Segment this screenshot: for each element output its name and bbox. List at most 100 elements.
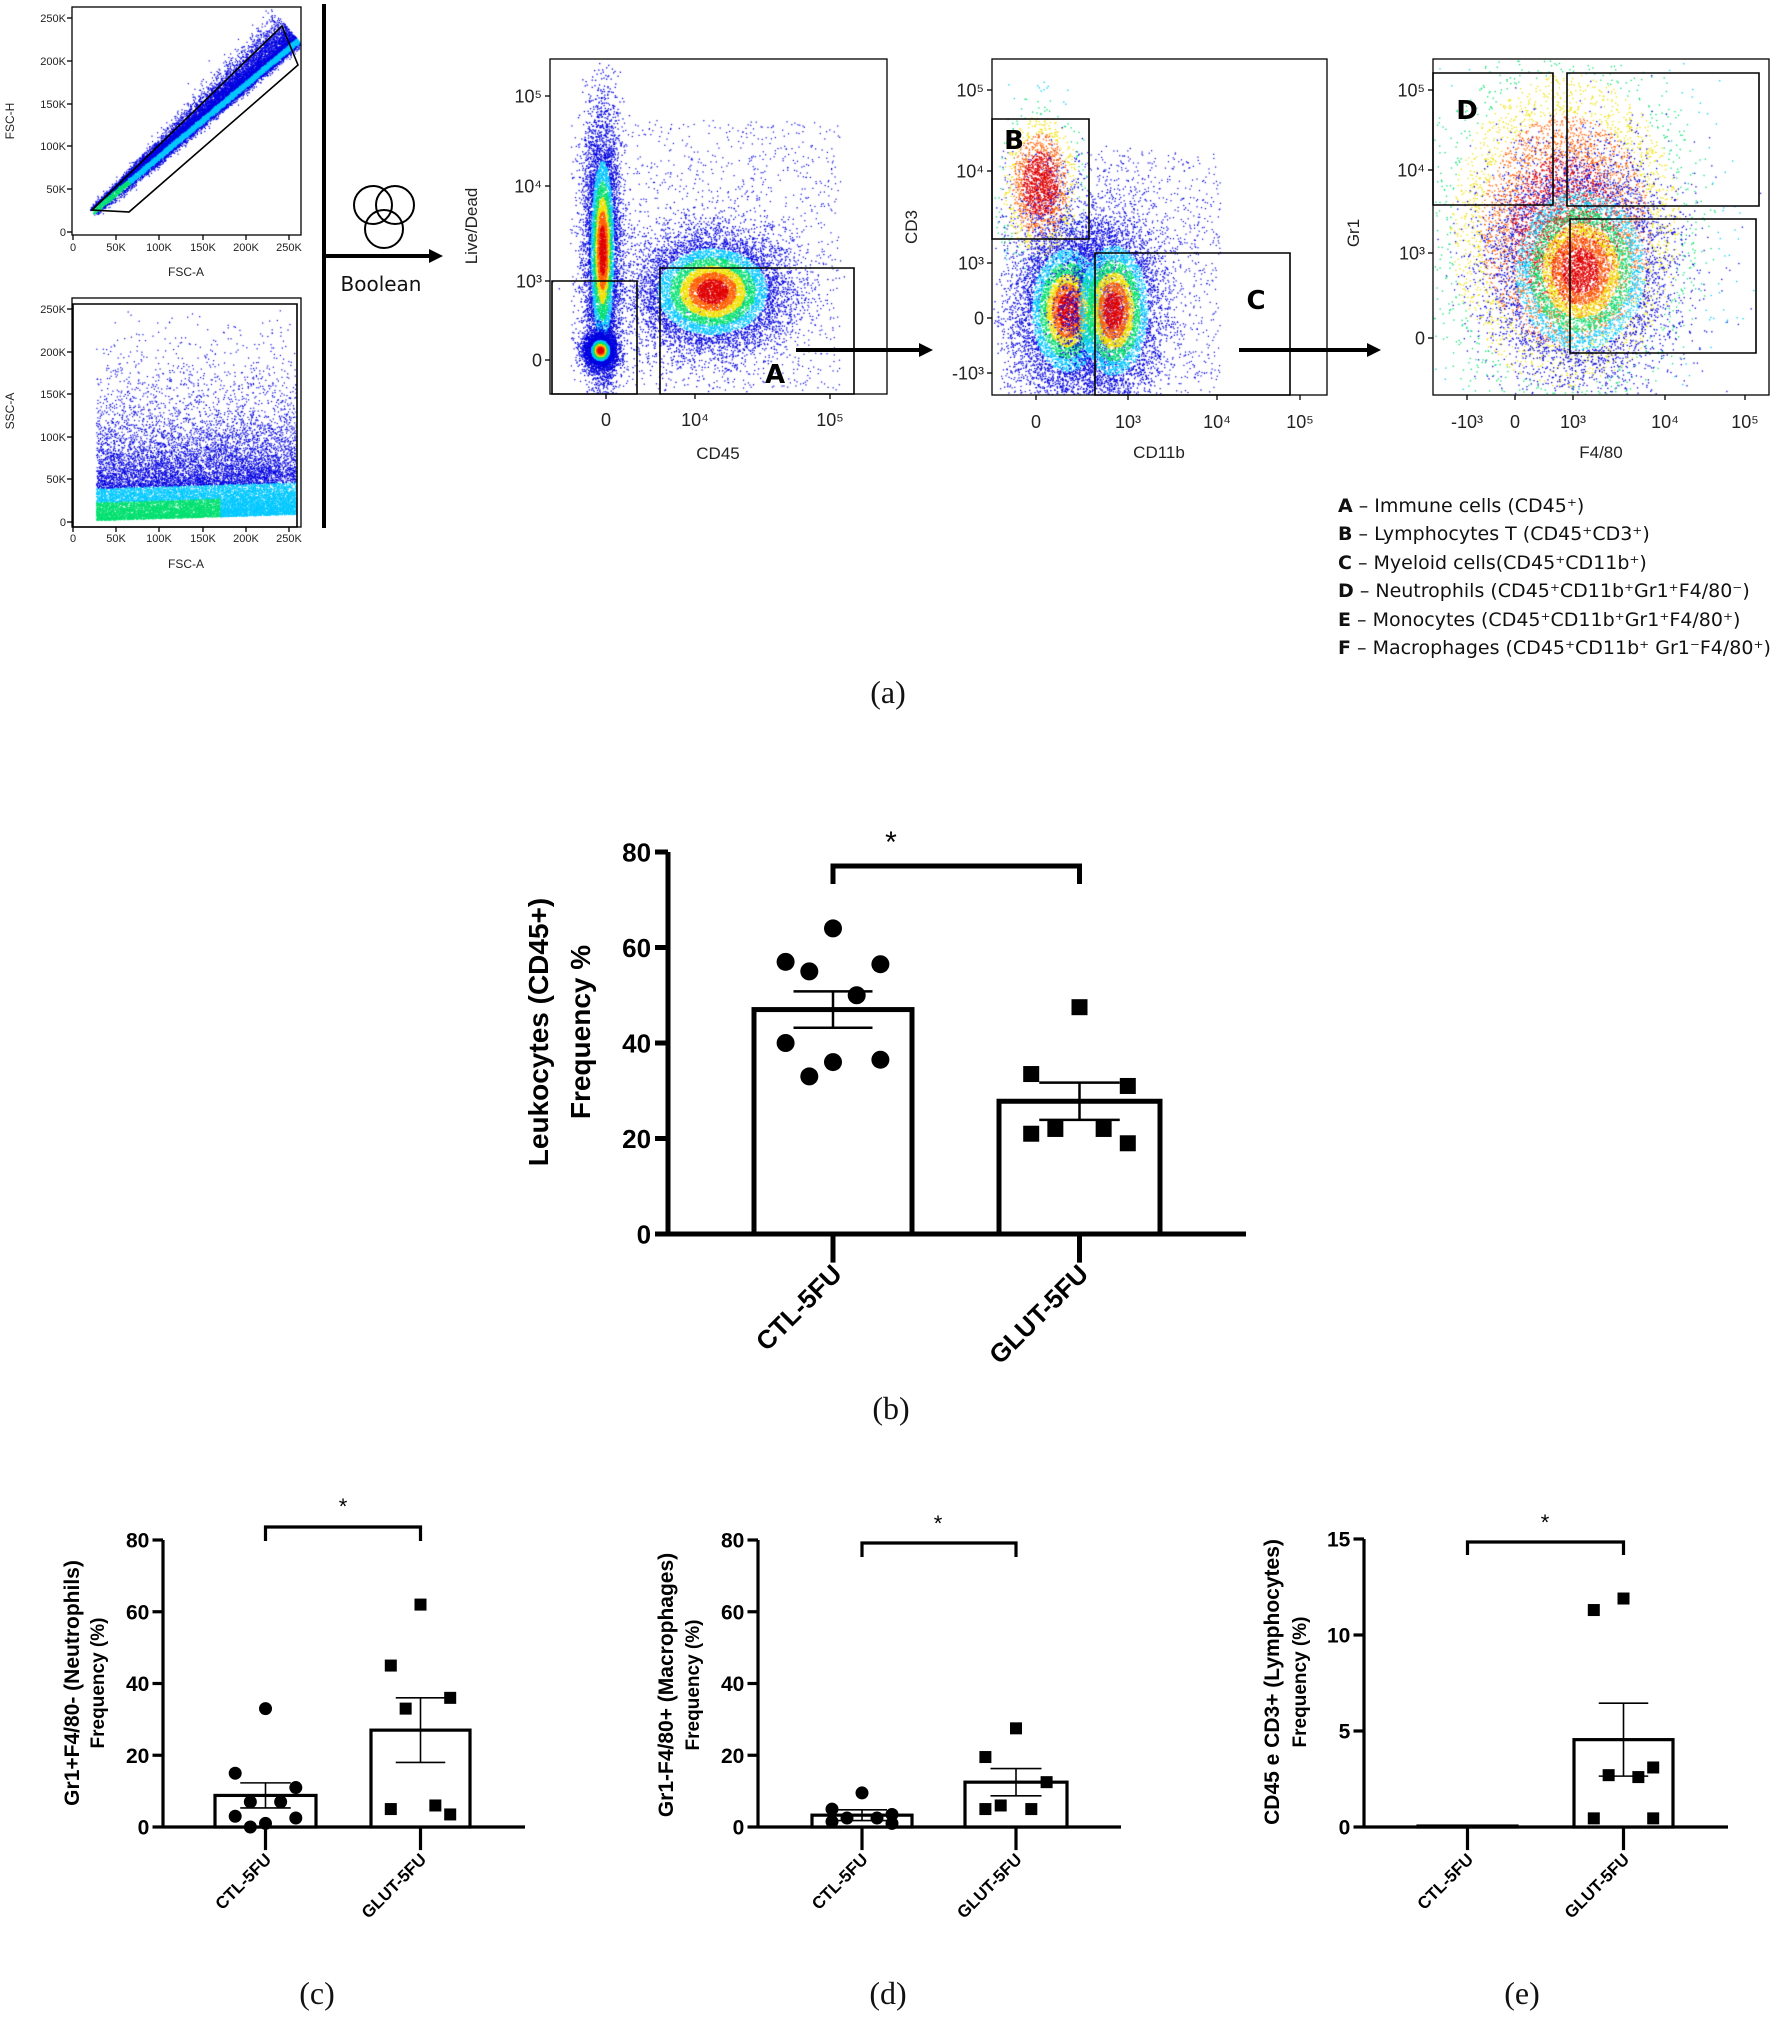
- y-tick-label-gr1: 0: [1415, 328, 1425, 348]
- y-axis-title-c: Gr1+F4/80- (Neutrophils): [61, 1560, 84, 1806]
- data-point-e: [1617, 1592, 1630, 1605]
- x-tick-label-fsc: 150K: [190, 242, 216, 254]
- y-tick-label-cd45: 10⁴: [514, 176, 542, 196]
- data-point-c: [399, 1702, 412, 1715]
- category-label-e: CTL-5FU: [1414, 1850, 1478, 1914]
- data-point-b: [776, 952, 795, 971]
- legend-item: B – Lymphocytes T (CD45⁺CD3⁺): [1338, 520, 1771, 548]
- y-tick-label-fsc: 50K: [46, 184, 66, 196]
- data-point-d: [1025, 1803, 1038, 1816]
- bar-b-GLUT-5FU: [996, 1098, 1163, 1237]
- y-axis-subtitle-b: Frequency %: [565, 945, 596, 1119]
- y-tick-label-c: 80: [126, 1530, 149, 1553]
- gate-D: [1432, 72, 1554, 206]
- y-tick-label-fsc: 250K: [40, 13, 66, 25]
- y-axis-subtitle-c: Frequency (%): [88, 1618, 109, 1749]
- data-point-e: [1632, 1771, 1645, 1784]
- y-axis-label-cd11b: CD3: [902, 210, 921, 244]
- gate-label-C: C: [1246, 286, 1265, 316]
- data-point-d: [885, 1816, 899, 1830]
- y-tick-label-gr1: 10³: [1399, 243, 1425, 263]
- x-axis-label-ssc: FSC-A: [168, 557, 204, 571]
- x-tick-label-fsc: 200K: [233, 242, 259, 254]
- data-point-c: [384, 1803, 397, 1816]
- significance-star-e: *: [1541, 1510, 1550, 1535]
- data-point-e: [1647, 1761, 1660, 1774]
- data-point-c: [274, 1795, 288, 1809]
- x-axis-label-cd11b: CD11b: [1133, 443, 1185, 462]
- x-tick-label-cd45: 0: [601, 410, 611, 430]
- x-tick-label-fsc: 0: [70, 242, 76, 254]
- y-tick-label-c: 0: [138, 1817, 150, 1840]
- significance-star-b: *: [885, 826, 897, 859]
- legend-text: – Neutrophils (CD45⁺CD11b⁺Gr1⁺F4/80⁻): [1359, 580, 1750, 603]
- y-tick-label-ssc: 150K: [40, 389, 66, 401]
- venn-three-circles-icon: [375, 185, 415, 225]
- plot-frame-gr1: [1432, 58, 1770, 396]
- x-tick-label-gr1: 10⁴: [1651, 412, 1679, 432]
- data-point-d: [840, 1811, 854, 1825]
- x-axis-label-gr1: F4/80: [1579, 443, 1622, 462]
- data-point-c: [444, 1808, 457, 1821]
- significance-bracket-e: [1465, 1540, 1626, 1555]
- y-tick-label-d: 20: [721, 1745, 744, 1768]
- x-tick-label-gr1: 10⁵: [1731, 412, 1758, 432]
- y-tick-label-b: 20: [622, 1124, 651, 1154]
- gate-B: [991, 118, 1090, 240]
- legend-letter: D: [1338, 580, 1354, 603]
- x-tick-label-fsc: 250K: [276, 242, 302, 254]
- legend-letter: B: [1338, 523, 1353, 546]
- data-point-b: [1119, 1077, 1136, 1094]
- x-tick-label-ssc: 200K: [233, 533, 259, 545]
- y-axis-subtitle-e: Frequency (%): [1290, 1617, 1311, 1748]
- x-tick-label-cd11b: 0: [1031, 412, 1041, 432]
- data-point-b: [1071, 999, 1088, 1016]
- y-tick-label-cd11b: 10³: [958, 253, 984, 273]
- y-tick-label-d: 60: [721, 1601, 744, 1624]
- legend-text: – Immune cells (CD45⁺): [1358, 495, 1585, 517]
- gate-live: [551, 280, 638, 395]
- legend-letter: F: [1338, 637, 1351, 660]
- category-label-b: GLUT-5FU: [983, 1259, 1094, 1370]
- gate-singlets: [90, 24, 299, 213]
- y-axis-title-e: CD45 e CD3+ (Lymphocytes): [1261, 1539, 1284, 1825]
- y-tick-label-ssc: 100K: [40, 432, 66, 444]
- data-point-b: [871, 1050, 890, 1069]
- gate-A: [659, 267, 855, 395]
- y-tick-label-d: 0: [733, 1817, 745, 1840]
- y-tick-label-ssc: 250K: [40, 304, 66, 316]
- legend-text: – Lymphocytes T (CD45⁺CD3⁺): [1358, 523, 1650, 546]
- panel-label-a: (a): [870, 674, 906, 710]
- data-point-d: [885, 1807, 899, 1821]
- legend-letter: A: [1338, 495, 1353, 517]
- data-point-d: [1010, 1722, 1022, 1735]
- data-point-b: [824, 919, 842, 938]
- x-tick-label-cd11b: 10³: [1115, 412, 1141, 432]
- significance-star-d: *: [934, 1511, 943, 1536]
- data-point-c: [243, 1795, 257, 1809]
- arrow-boolean-head: [429, 249, 443, 263]
- legend-item: F – Macrophages (CD45⁺CD11b⁺ Gr1⁻F4/80⁺): [1338, 634, 1771, 662]
- y-tick-label-e: 5: [1339, 1721, 1351, 1744]
- data-point-c: [228, 1766, 242, 1780]
- legend-text: – Myeloid cells(CD45⁺CD11b⁺): [1358, 551, 1647, 574]
- legend-item: D – Neutrophils (CD45⁺CD11b⁺Gr1⁺F4/80⁻): [1338, 577, 1771, 605]
- x-tick-label-ssc: 0: [70, 533, 76, 545]
- plot-frame-fsc: [71, 6, 302, 236]
- data-point-c: [243, 1820, 257, 1834]
- panel-label-b: (b): [872, 1390, 909, 1426]
- y-axis-label-cd45: Live/Dead: [462, 188, 481, 265]
- y-tick-label-e: 10: [1327, 1625, 1350, 1648]
- gate-F: [1569, 218, 1757, 354]
- gate-E: [1566, 72, 1760, 207]
- significance-bracket-d: [860, 1541, 1018, 1557]
- data-point-c: [414, 1598, 427, 1611]
- data-point-b: [776, 1034, 795, 1052]
- gate-label-D: D: [1456, 96, 1478, 126]
- venn-three-circles-icon: [353, 185, 393, 225]
- data-point-d: [979, 1751, 992, 1764]
- data-point-b: [1023, 1125, 1040, 1142]
- y-tick-label-cd45: 10³: [516, 271, 542, 291]
